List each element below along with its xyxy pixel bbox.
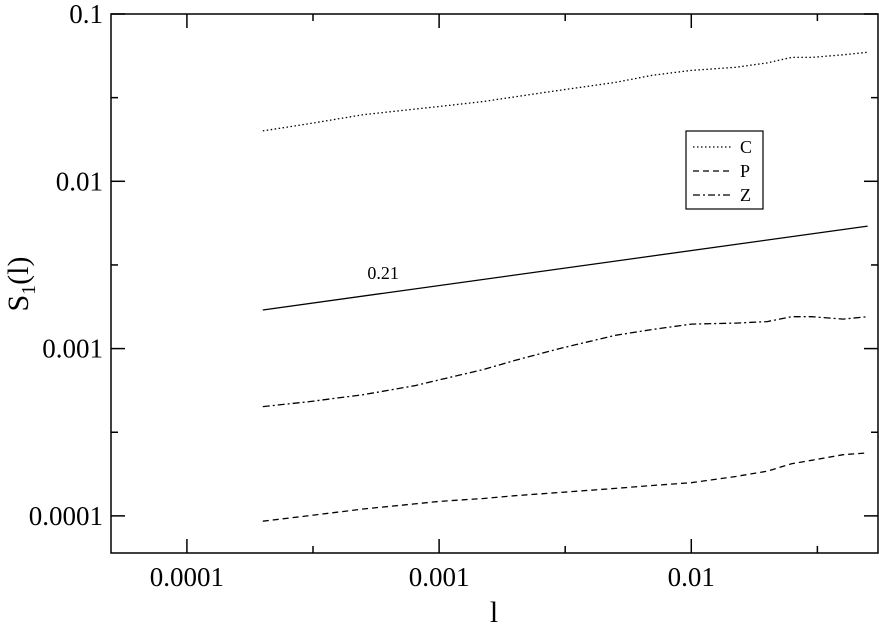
y-axis-label-tail: (l) (2, 256, 35, 284)
legend-box (685, 130, 764, 210)
slope-annotation: 0.21 (367, 263, 399, 283)
series-group (262, 51, 868, 522)
legend-label-c: C (740, 137, 752, 157)
y-tick-label: 0.1 (69, 0, 103, 29)
legend-label-z: Z (740, 185, 751, 205)
series-line-p (262, 452, 868, 522)
y-tick-label: 0.001 (42, 334, 103, 364)
legend-label-p: P (740, 161, 750, 181)
legend: CPZ (685, 130, 764, 210)
x-tick-label: 0.0001 (150, 562, 224, 592)
svg-text:S1(l): S1(l) (2, 256, 40, 311)
annotations: 0.21 (367, 263, 399, 283)
axis-ticks: 0.0001 0.001 0.01 0.0001 0.001 0.01 0.1 (29, 0, 878, 592)
series-line-z (262, 316, 868, 408)
series-line-c (262, 51, 868, 132)
y-tick-label: 0.0001 (29, 501, 103, 531)
y-axis-label-sub: 1 (18, 285, 40, 295)
y-tick-label: 0.01 (56, 166, 103, 196)
series-line-fit (262, 225, 868, 311)
y-axis-label: S1(l) (2, 256, 40, 311)
x-tick-label: 0.001 (409, 562, 470, 592)
x-tick-label: 0.01 (668, 562, 715, 592)
x-axis-label: l (490, 596, 498, 629)
plot-area (110, 13, 879, 554)
y-axis-label-main: S (2, 295, 35, 312)
